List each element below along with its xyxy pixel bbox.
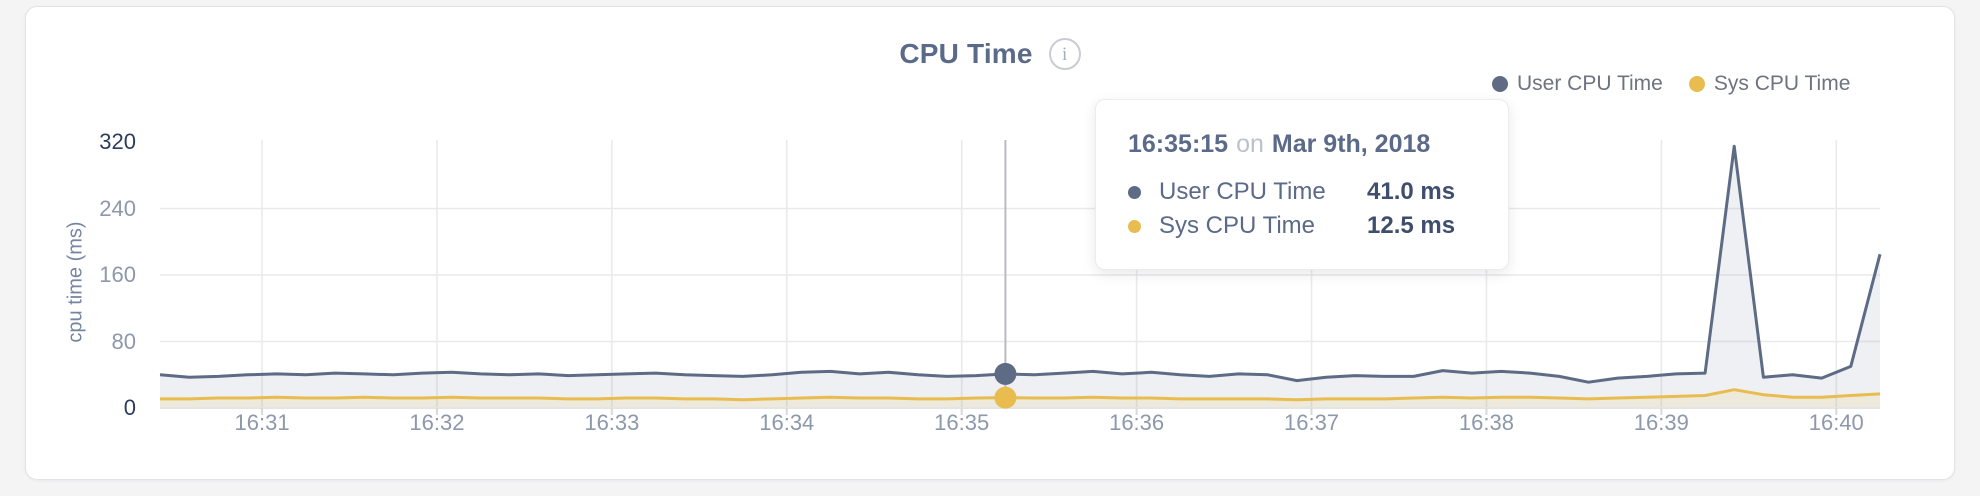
series-areas [160, 146, 1880, 408]
chart-plot-area[interactable] [159, 110, 1882, 420]
tooltip-series-value: 41.0 ms [1367, 178, 1456, 205]
tooltip-series-label: Sys CPU Time [1159, 212, 1316, 239]
gridlines [160, 140, 1880, 408]
chart-tooltip: 16:35:15 on Mar 9th, 2018 User CPU Time 41… [1095, 99, 1509, 270]
sys-series-dot-icon [1128, 219, 1141, 233]
tooltip-time: 16:35:15 [1128, 130, 1229, 158]
chart-legend: User CPU Time Sys CPU Time [1492, 72, 1850, 96]
legend-label: Sys CPU Time [1713, 72, 1851, 95]
x-axis-line [160, 407, 1880, 415]
y-axis-tick-label: 80 [111, 328, 136, 354]
tooltip-row-sys: Sys CPU Time 12.5 ms [1128, 209, 1480, 243]
tooltip-timestamp: 16:35:15 on Mar 9th, 2018 [1128, 130, 1480, 159]
sys-series-dot-icon [1688, 76, 1705, 92]
legend-item-user-cpu-time[interactable]: User CPU Time [1492, 72, 1663, 96]
series-lines [159, 144, 1882, 402]
y-axis-tick-label: 0 [123, 395, 136, 420]
user-series-dot-icon [1492, 76, 1508, 92]
tooltip-series-label: User CPU Time [1159, 178, 1326, 205]
tooltip-row-user: User CPU Time 41.0 ms [1128, 175, 1480, 209]
legend-label: User CPU Time [1517, 72, 1663, 95]
y-axis-tick-label: 240 [99, 195, 136, 221]
tooltip-conjunction: on [1236, 130, 1264, 158]
chart-header: CPU Time i [0, 38, 1980, 70]
highlight-dot-sys[interactable] [994, 386, 1017, 409]
y-axis-tick-label: 320 [99, 129, 136, 154]
highlight-dot-user[interactable] [994, 362, 1017, 385]
y-axis-tick-label: 160 [99, 262, 136, 287]
info-icon[interactable]: i [1048, 38, 1081, 70]
user-series-dot-icon [1128, 185, 1141, 199]
legend-item-sys-cpu-time[interactable]: Sys CPU Time [1688, 72, 1851, 96]
tooltip-date: Mar 9th, 2018 [1271, 130, 1431, 158]
chart-title: CPU Time [899, 38, 1033, 69]
tooltip-series-value: 12.5 ms [1367, 212, 1456, 239]
cpu-time-chart-card [25, 6, 1955, 480]
